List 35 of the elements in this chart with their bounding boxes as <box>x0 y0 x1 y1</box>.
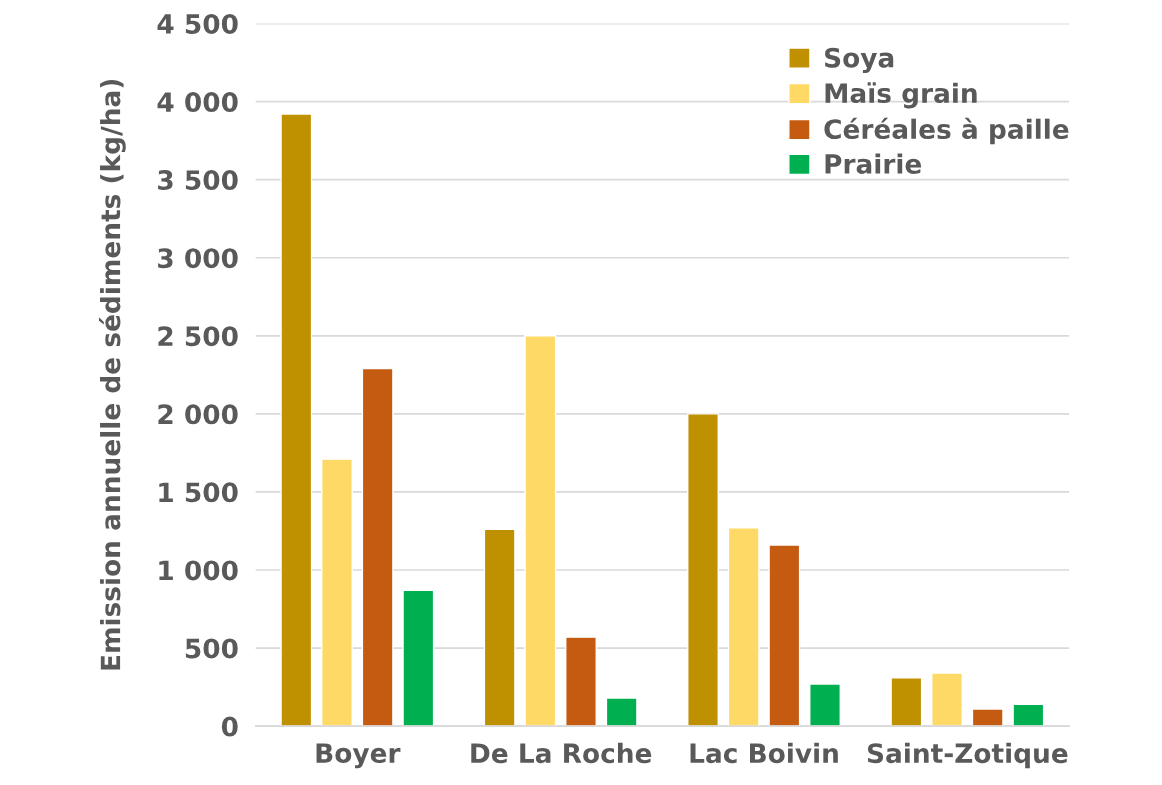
bar <box>931 672 963 727</box>
y-tick-label: 500 <box>185 638 238 659</box>
bar <box>483 528 516 727</box>
y-tick-label: 2 000 <box>158 404 238 425</box>
bar <box>361 367 394 727</box>
y-axis-title: Emission annuelle de sédiments (kg/ha) <box>98 79 126 670</box>
bar <box>727 527 760 727</box>
x-tick-label: Saint-Zotique <box>867 742 1068 769</box>
y-tick-label: 2 500 <box>158 326 238 347</box>
legend-label: Maïs grain <box>825 82 977 109</box>
bar <box>1012 703 1045 727</box>
legend-label: Prairie <box>825 153 922 174</box>
bar <box>524 335 557 727</box>
x-tick-label: Boyer <box>316 743 401 769</box>
bar <box>809 683 841 727</box>
bar <box>971 708 1004 727</box>
y-tick-label: 4 000 <box>157 92 238 113</box>
bar <box>402 589 435 727</box>
bar <box>687 413 719 727</box>
y-tick-label: 4 500 <box>157 13 238 34</box>
y-tick-label: 3 500 <box>158 170 238 191</box>
bar <box>605 697 638 727</box>
x-tick-label: De La Roche <box>471 742 652 764</box>
y-tick-label: 1 000 <box>159 560 238 581</box>
bar <box>321 458 353 727</box>
bar <box>890 677 923 727</box>
x-tick-label: Lac Boivin <box>690 742 838 764</box>
y-tick-label: 3 000 <box>158 248 238 269</box>
y-tick-label: 0 <box>221 716 238 737</box>
bar <box>768 544 801 727</box>
bar <box>280 113 313 727</box>
bar <box>565 636 597 727</box>
legend-label: Céréales à paille <box>824 117 1069 145</box>
y-tick-label: 1 500 <box>159 482 238 503</box>
legend-label: Soya <box>825 47 894 74</box>
